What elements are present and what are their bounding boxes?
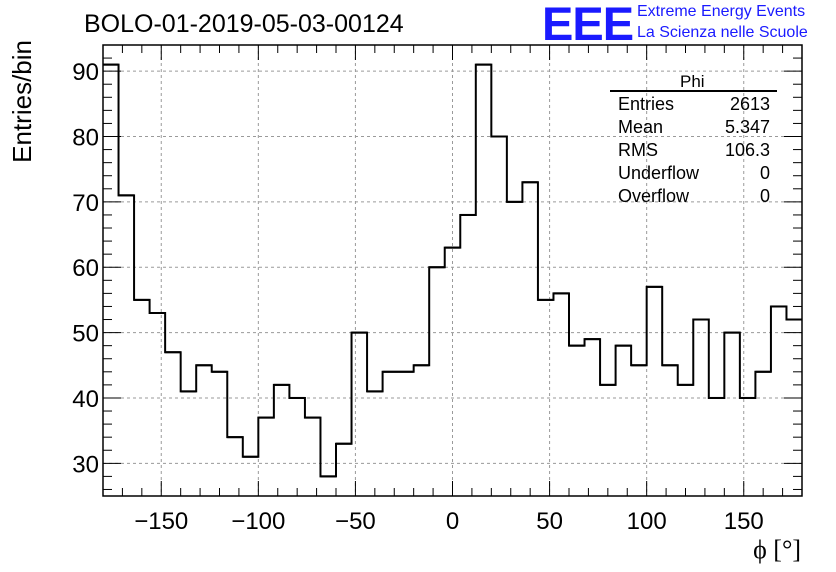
stats-label: RMS bbox=[618, 140, 658, 160]
histogram-outline bbox=[103, 63, 802, 478]
y-tick-label: 60 bbox=[72, 255, 99, 282]
grid bbox=[103, 45, 802, 496]
stats-value: 106.3 bbox=[724, 140, 770, 160]
x-tick-label: 0 bbox=[446, 508, 459, 535]
x-tick-label: 100 bbox=[627, 508, 667, 535]
ticks bbox=[102, 44, 803, 496]
run-title: BOLO-01-2019-05-03-00124 bbox=[84, 10, 404, 38]
y-tick-label: 90 bbox=[72, 59, 99, 86]
tick-labels: −150 −100 −50 0 50 100 150 30 40 50 60 70 80 90 bbox=[72, 59, 763, 535]
x-axis-label: ϕ [°] bbox=[753, 535, 801, 564]
stats-value: 0 bbox=[759, 186, 770, 206]
stats-label: Entries bbox=[618, 94, 675, 114]
x-tick-label: −50 bbox=[335, 508, 376, 535]
stats-label: Underflow bbox=[618, 163, 700, 183]
y-tick-label: 80 bbox=[72, 125, 99, 152]
eee-logo: EEE bbox=[542, 0, 634, 50]
logo-line-2: La Scienza nelle Scuole bbox=[637, 24, 808, 41]
y-axis-label: Entries/bin bbox=[7, 40, 37, 163]
x-tick-label: −100 bbox=[231, 508, 285, 535]
y-tick-label: 30 bbox=[72, 451, 99, 478]
x-tick-label: −150 bbox=[134, 508, 188, 535]
stats-label: Mean bbox=[618, 117, 664, 137]
x-tick-label: 50 bbox=[536, 508, 563, 535]
y-tick-label: 40 bbox=[72, 386, 99, 413]
stats-label: Overflow bbox=[618, 186, 690, 206]
y-tick-label: 50 bbox=[72, 321, 99, 348]
y-tick-label: 70 bbox=[72, 190, 99, 217]
stats-value: 2613 bbox=[729, 94, 770, 114]
histogram-bins bbox=[103, 63, 802, 478]
stats-value: 5.347 bbox=[724, 117, 770, 137]
logo-line-1: Extreme Energy Events bbox=[637, 3, 806, 20]
stats-value: 0 bbox=[759, 163, 770, 183]
x-tick-label: 150 bbox=[724, 508, 764, 535]
stats-title: Phi bbox=[680, 72, 705, 91]
